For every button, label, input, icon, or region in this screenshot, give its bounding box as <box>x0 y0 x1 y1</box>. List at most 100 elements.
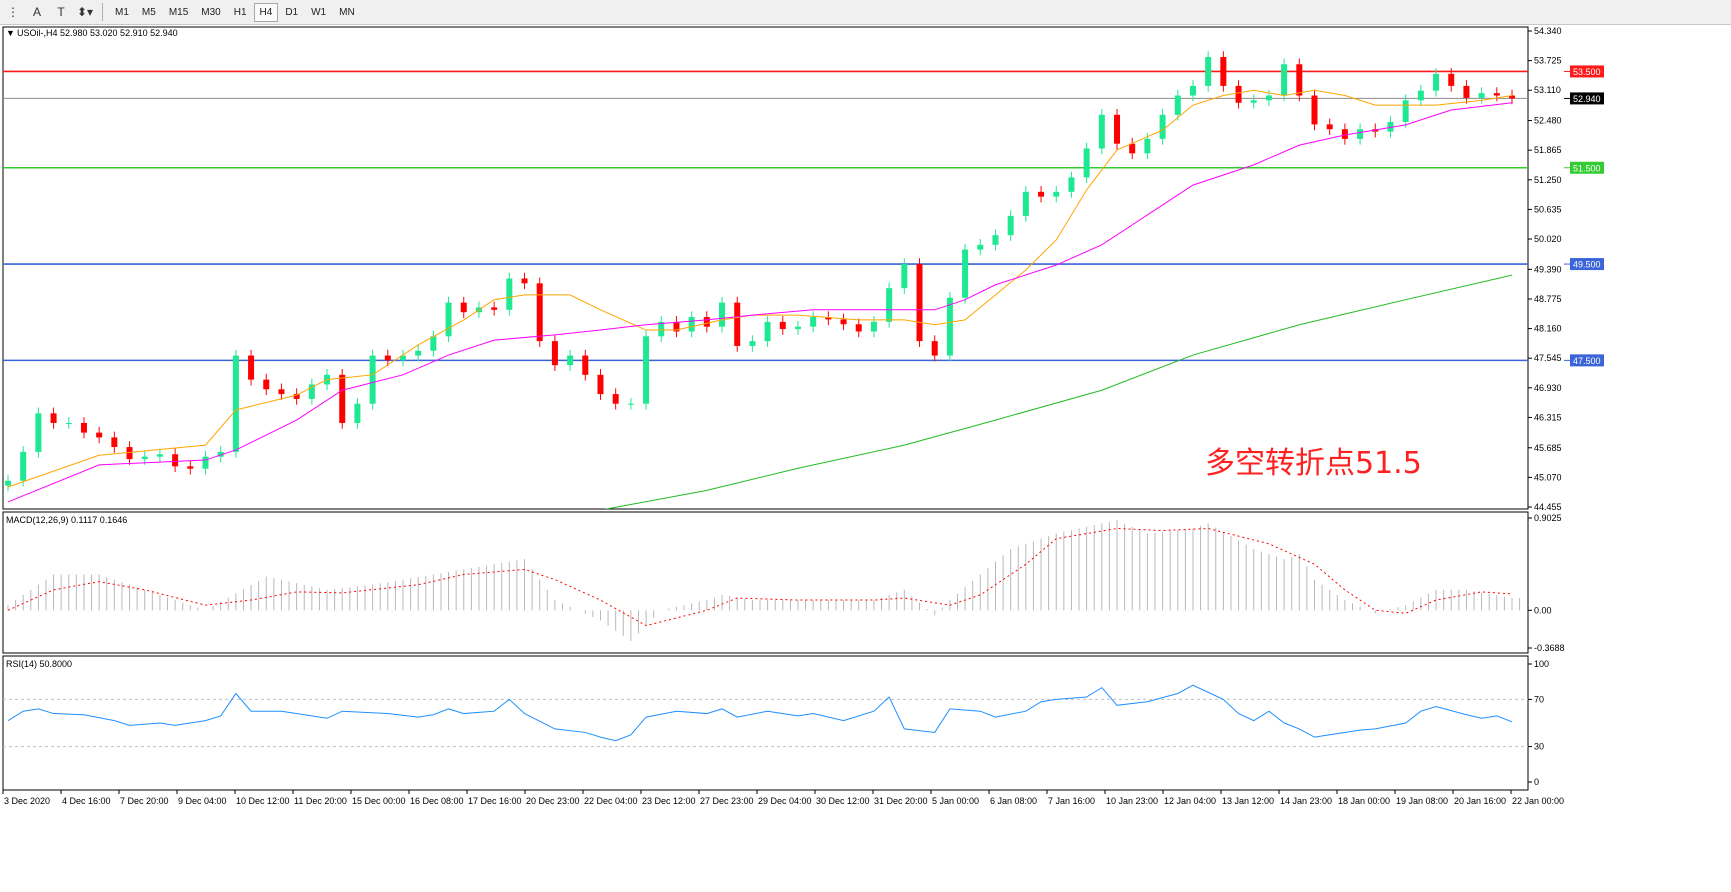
toolbar: ⋮ A T ⬍▾ M1 M5 M15 M30 H1 H4 D1 W1 MN <box>0 0 1731 25</box>
candle-body <box>1357 129 1364 139</box>
candle-body <box>977 244 984 250</box>
candle <box>764 316 771 347</box>
candle <box>339 369 346 429</box>
candle <box>582 349 589 381</box>
candle <box>263 373 270 396</box>
candle-body <box>521 278 528 284</box>
moving-average-ma-fast <box>7 89 1513 488</box>
candle-body <box>354 403 361 423</box>
price-axis-label: 54.340 <box>1534 26 1562 36</box>
candle <box>886 282 893 328</box>
candle <box>293 388 300 405</box>
candle-body <box>536 283 543 342</box>
timeframe-h1[interactable]: H1 <box>233 6 247 18</box>
candle <box>825 311 832 326</box>
candle <box>1007 210 1014 241</box>
candle-body <box>1341 129 1348 139</box>
candle-body <box>506 278 513 310</box>
text-tool-icon[interactable]: A <box>32 5 41 19</box>
candle <box>1402 94 1409 128</box>
candle-body <box>415 350 422 356</box>
candle-body <box>916 264 923 342</box>
macd-axis-label: 0.00 <box>1534 605 1552 615</box>
candle-body <box>643 336 650 404</box>
time-axis-label: 17 Dec 16:00 <box>468 796 522 806</box>
candle-body <box>1235 85 1242 103</box>
candle <box>673 316 680 338</box>
candle-body <box>658 321 665 337</box>
candle <box>810 311 817 333</box>
candle <box>1250 94 1257 109</box>
candle <box>551 335 558 371</box>
time-axis-label: 23 Dec 12:00 <box>642 796 696 806</box>
candle-body <box>779 321 786 330</box>
timeframe-m15[interactable]: M15 <box>168 6 189 18</box>
candle-body <box>764 321 771 342</box>
candle <box>1341 123 1348 145</box>
candle-body <box>126 447 133 460</box>
candle <box>1174 89 1181 121</box>
timeframe-w1[interactable]: W1 <box>311 6 327 18</box>
candle <box>1281 58 1288 102</box>
time-axis-label: 20 Dec 23:00 <box>526 796 580 806</box>
candle <box>1357 123 1364 145</box>
candle <box>1311 89 1318 131</box>
candle <box>1387 116 1394 138</box>
time-axis-label: 27 Dec 23:00 <box>700 796 754 806</box>
text-label-icon[interactable]: T <box>57 5 65 19</box>
candle <box>1417 84 1424 107</box>
candle-body <box>1417 90 1424 101</box>
candle-body <box>688 317 695 332</box>
candle-body <box>308 384 315 399</box>
candle-body <box>96 432 103 438</box>
timeframe-m30[interactable]: M30 <box>201 6 221 18</box>
candle-body <box>263 379 270 390</box>
candle <box>1114 109 1121 150</box>
period-separator-icon[interactable]: ⋮ <box>7 5 19 19</box>
candle-body <box>491 307 498 310</box>
candle-body <box>551 341 558 366</box>
timeframe-m1[interactable]: M1 <box>115 6 129 18</box>
candle-body <box>1098 114 1105 149</box>
time-axis-label: 10 Dec 12:00 <box>236 796 290 806</box>
price-axis-label: 51.250 <box>1534 175 1562 185</box>
candle <box>506 272 513 316</box>
rsi-axis-label: 100 <box>1534 659 1549 669</box>
candle <box>536 277 543 347</box>
candle-body <box>141 456 148 460</box>
candle <box>612 388 619 410</box>
candle-body <box>1326 124 1333 130</box>
timeframe-d1[interactable]: D1 <box>285 6 299 18</box>
chart-window[interactable]: 54.340 53.725 53.110 52.480 51.865 51.250 50.6… <box>0 25 1731 892</box>
candle <box>1159 109 1166 145</box>
price-axis-label: 44.455 <box>1534 502 1562 512</box>
candle-body <box>1509 95 1515 99</box>
time-axis-label: 22 Jan 00:00 <box>1512 796 1564 806</box>
macd-label: MACD(12,26,9) 0.1117 0.1646 <box>6 515 127 525</box>
candle <box>962 243 969 304</box>
timeframe-m5[interactable]: M5 <box>141 6 156 18</box>
candle-body <box>719 302 726 327</box>
candle-body <box>1448 73 1455 86</box>
candle <box>5 474 11 492</box>
candle <box>369 349 376 410</box>
price-axis-label: 48.775 <box>1534 294 1562 304</box>
arrows-tool-icon[interactable]: ⬍▾ <box>76 5 94 19</box>
candle <box>779 316 786 335</box>
collapse-arrow-icon: ▼ <box>6 28 15 38</box>
candle-body <box>1296 64 1303 96</box>
time-axis-label: 19 Jan 08:00 <box>1396 796 1448 806</box>
candle <box>232 349 239 458</box>
candle <box>597 369 604 400</box>
timeframe-h4[interactable]: H4 <box>253 2 279 22</box>
candle <box>65 417 72 429</box>
time-axis-label: 3 Dec 2020 <box>4 796 50 806</box>
candle <box>1509 89 1515 105</box>
candle <box>1205 51 1212 92</box>
candle <box>1220 51 1227 92</box>
time-axis-label: 7 Jan 16:00 <box>1048 796 1095 806</box>
candle-body <box>1159 114 1166 139</box>
price-axis-label: 46.315 <box>1534 412 1562 422</box>
timeframe-mn[interactable]: MN <box>339 6 355 18</box>
macd-signal-line <box>7 527 1513 627</box>
